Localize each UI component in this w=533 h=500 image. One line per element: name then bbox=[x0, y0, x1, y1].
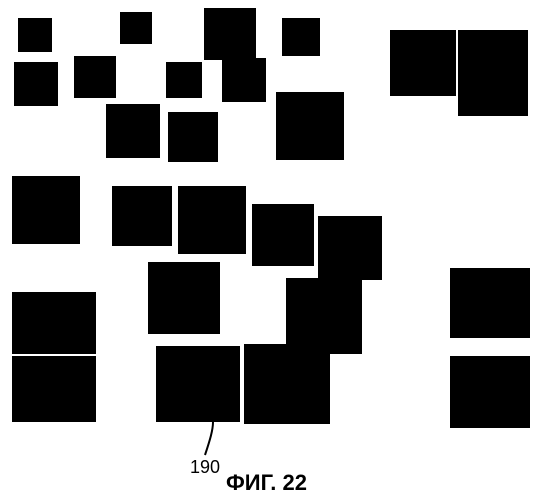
pattern-square bbox=[244, 344, 330, 424]
pattern-square bbox=[120, 12, 152, 44]
pattern-square bbox=[178, 186, 246, 254]
pattern-square bbox=[458, 30, 528, 116]
pattern-square bbox=[276, 92, 344, 160]
pattern-square bbox=[106, 104, 160, 158]
pattern-square bbox=[222, 58, 266, 102]
figure-canvas: 190ФИГ. 22 bbox=[0, 0, 533, 500]
pattern-square bbox=[112, 186, 172, 246]
pattern-square bbox=[18, 18, 52, 52]
pattern-square bbox=[168, 112, 218, 162]
pattern-square bbox=[12, 356, 96, 422]
pattern-square bbox=[318, 216, 382, 280]
pattern-square bbox=[166, 62, 202, 98]
pattern-square bbox=[12, 292, 96, 354]
pattern-square bbox=[450, 268, 530, 338]
pattern-square bbox=[204, 8, 256, 60]
pattern-square bbox=[286, 278, 362, 354]
pattern-square bbox=[14, 62, 58, 106]
pattern-square bbox=[12, 176, 80, 244]
pattern-square bbox=[282, 18, 320, 56]
figure-caption: ФИГ. 22 bbox=[0, 470, 533, 496]
pattern-square bbox=[156, 346, 240, 422]
pattern-square bbox=[74, 56, 116, 98]
pattern-square bbox=[390, 30, 456, 96]
pattern-square bbox=[252, 204, 314, 266]
pattern-square bbox=[450, 356, 530, 428]
pattern-square bbox=[148, 262, 220, 334]
